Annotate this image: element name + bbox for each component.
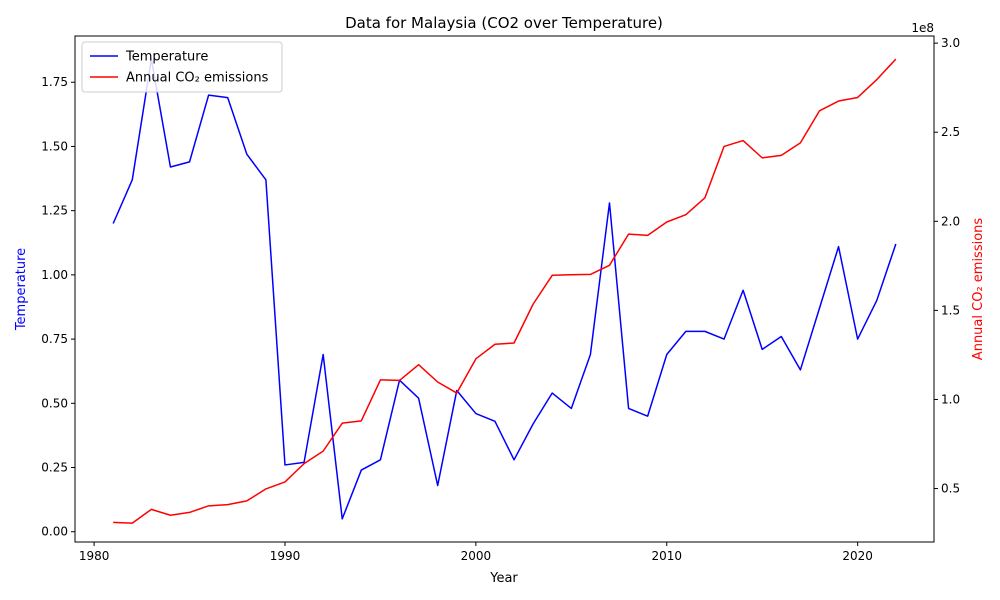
right-y-tick-label: 0.5 (941, 482, 960, 496)
axes-group: 1980 1990 2000 2010 20200.000.250.500.751.00… (41, 36, 960, 563)
left-y-tick-label: 0.75 (41, 332, 68, 346)
x-tick-label: 1990 (270, 549, 301, 563)
left-y-axis-label: Temperature (14, 248, 29, 331)
x-tick-label: 2000 (461, 549, 492, 563)
right-y-tick-label: 2.5 (941, 125, 960, 139)
left-y-tick-label: 1.50 (41, 139, 68, 153)
legend: Temperature Annual CO₂ emissions (81, 41, 283, 93)
right-y-tick-label: 2.0 (941, 214, 960, 228)
right-y-tick-label: 1.5 (941, 303, 960, 317)
right-y-tick-label: 3.0 (941, 36, 960, 50)
legend-box (81, 41, 283, 93)
plot-frame (74, 35, 935, 543)
left-y-tick-label: 1.75 (41, 75, 68, 89)
left-y-tick-label: 0.00 (41, 525, 68, 539)
legend-label-co2: Annual CO₂ emissions (126, 71, 269, 86)
legend-label-temperature: Temperature (125, 50, 208, 65)
x-tick-label: 2010 (651, 549, 682, 563)
temperature-line (112, 58, 897, 520)
chart-title: Data for Malaysia (CO2 over Temperature) (345, 14, 663, 32)
right-y-axis-label: Annual CO₂ emissions (971, 218, 986, 361)
x-tick-label: 2020 (842, 549, 873, 563)
left-y-tick-label: 0.25 (41, 461, 68, 475)
right-y-tick-label: 1.0 (941, 392, 960, 406)
right-axis-multiplier: 1e8 (911, 21, 934, 35)
left-y-tick-label: 1.25 (41, 204, 68, 218)
left-y-tick-label: 1.00 (41, 268, 68, 282)
x-tick-label: 1980 (79, 549, 110, 563)
left-y-tick-label: 0.50 (41, 396, 68, 410)
x-axis-label: Year (489, 571, 518, 586)
co2-emissions-line (113, 58, 897, 524)
series-lines (112, 58, 897, 524)
